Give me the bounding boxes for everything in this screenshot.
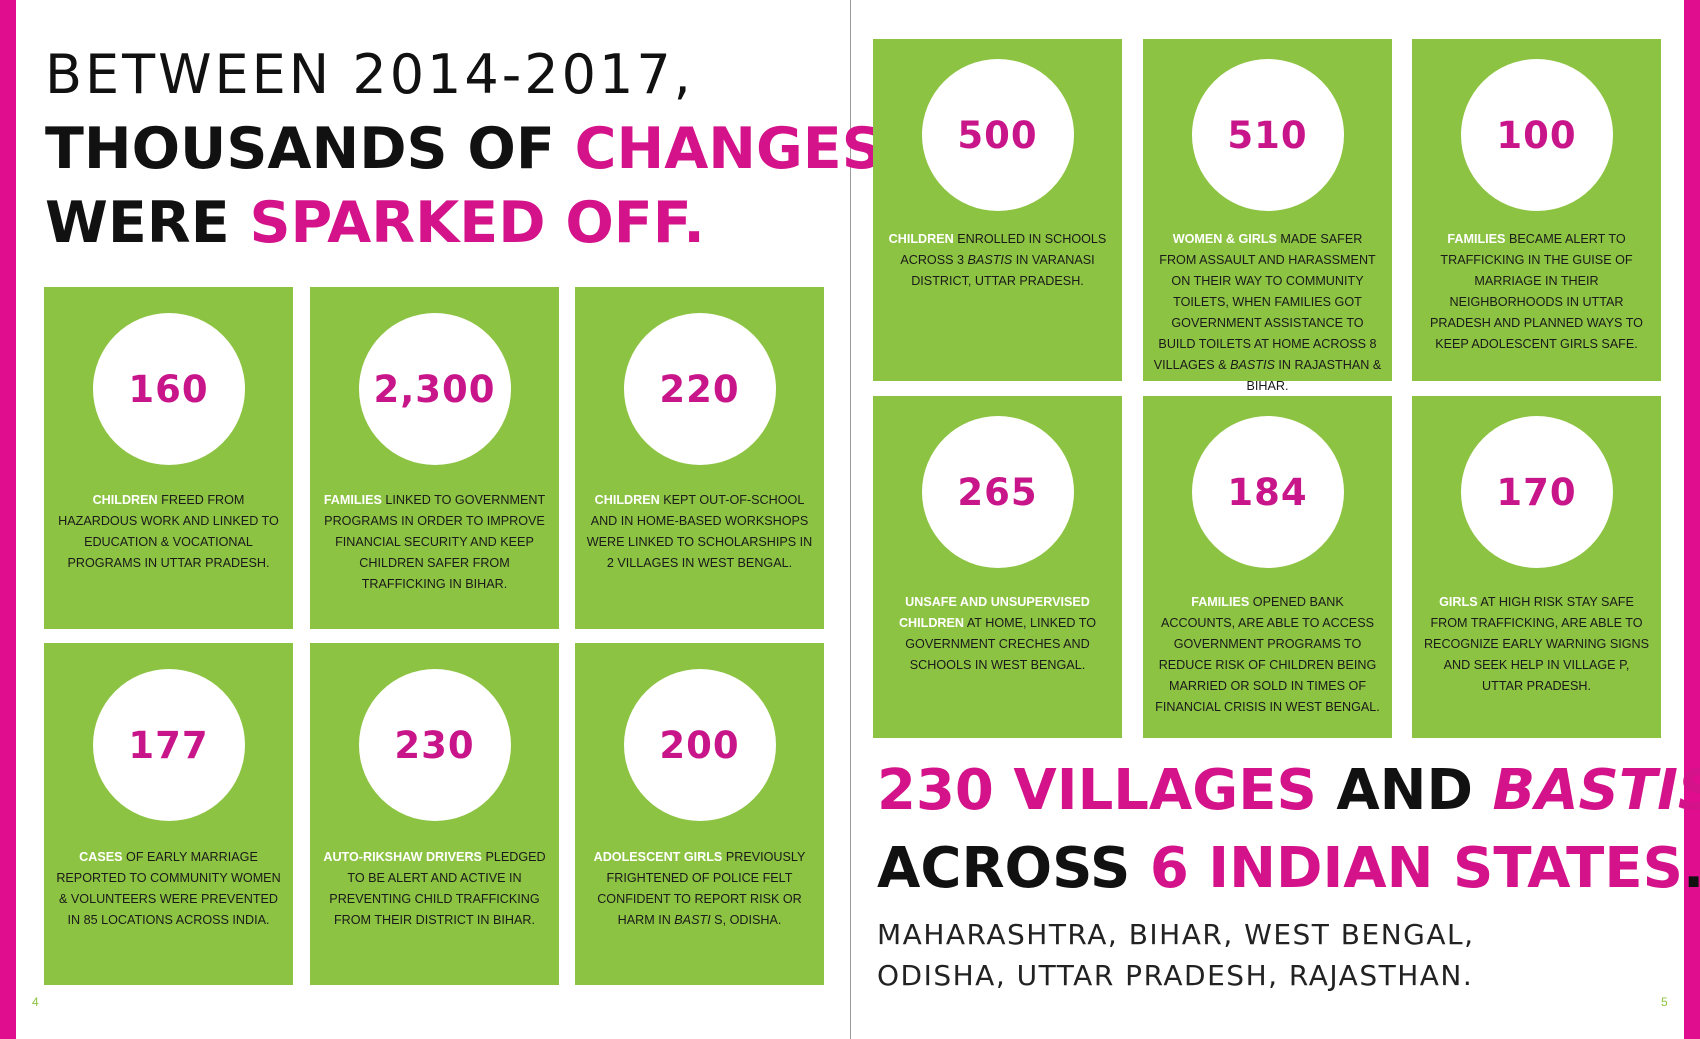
stat-circle: 170 [1460,416,1613,568]
stat-number: 160 [128,367,209,411]
headline-line-2: THOUSANDS OF CHANGES [45,116,883,182]
stat-circle: 220 [623,313,776,465]
page-headline: BETWEEN 2014-2017, THOUSANDS OF CHANGES … [45,38,883,260]
stat-card: 160 CHILDREN FREED FROM HAZARDOUS WORK A… [44,287,293,629]
stat-circle: 265 [921,416,1074,568]
stat-description: WOMEN & GIRLS MADE SAFER FROM ASSAULT AN… [1153,232,1382,393]
villages-heading-line-2: ACROSS 6 INDIAN STATES. [877,836,1700,901]
stat-card: 200 ADOLESCENT GIRLS PREVIOUSLY FRIGHTEN… [575,643,824,985]
stat-circle: 500 [921,59,1074,211]
stat-number: 2,300 [373,367,496,411]
stat-card: 220 CHILDREN KEPT OUT-OF-SCHOOL AND IN H… [575,287,824,629]
stat-number: 177 [128,723,209,767]
headline-line-3: WERE SPARKED OFF. [45,190,705,256]
headline-line-1: BETWEEN 2014-2017, [45,43,694,106]
stat-description: FAMILIES LINKED TO GOVERNMENT PROGRAMS I… [323,493,546,591]
left-edge-bar [0,0,16,1039]
stat-circle: 510 [1191,59,1344,211]
states-line-1: MAHARASHTRA, BIHAR, WEST BENGAL, [877,918,1475,951]
stat-description: CASES OF EARLY MARRIAGE REPORTED TO COMM… [56,850,281,927]
stat-card: 500 CHILDREN ENROLLED IN SCHOOLS ACROSS … [873,39,1122,381]
stat-description: FAMILIES BECAME ALERT TO TRAFFICKING IN … [1430,232,1643,351]
stat-description: ADOLESCENT GIRLS PREVIOUSLY FRIGHTENED O… [593,850,806,927]
stat-card: 100 FAMILIES BECAME ALERT TO TRAFFICKING… [1412,39,1661,381]
stat-circle: 160 [92,313,245,465]
stat-circle: 200 [623,669,776,821]
stat-number: 100 [1496,113,1577,157]
stat-number: 170 [1496,470,1577,514]
stat-card: 265 UNSAFE AND UNSUPERVISED CHILDREN AT … [873,396,1122,738]
states-line-2: ODISHA, UTTAR PRADESH, RAJASTHAN. [877,959,1474,992]
stat-number: 200 [659,723,740,767]
stat-circle: 230 [358,669,511,821]
stat-number: 265 [957,470,1038,514]
page-spine [850,0,851,1039]
stat-circle: 100 [1460,59,1613,211]
stat-number: 510 [1227,113,1308,157]
page-number-left: 4 [32,995,39,1009]
stat-circle: 184 [1191,416,1344,568]
stat-card: 177 CASES OF EARLY MARRIAGE REPORTED TO … [44,643,293,985]
stat-number: 184 [1227,470,1308,514]
states-list: MAHARASHTRA, BIHAR, WEST BENGAL, ODISHA,… [877,914,1475,996]
stat-description: GIRLS AT HIGH RISK STAY SAFE FROM TRAFFI… [1423,595,1650,693]
stat-card: 170 GIRLS AT HIGH RISK STAY SAFE FROM TR… [1412,396,1661,738]
stat-description: FAMILIES OPENED BANK ACCOUNTS, ARE ABLE … [1155,595,1380,714]
stat-card: 2,300 FAMILIES LINKED TO GOVERNMENT PROG… [310,287,559,629]
stat-description: CHILDREN ENROLLED IN SCHOOLS ACROSS 3 BA… [888,232,1107,288]
stat-description: UNSAFE AND UNSUPERVISED CHILDREN AT HOME… [898,595,1097,672]
right-edge-bar [1684,0,1700,1039]
stat-card: 184 FAMILIES OPENED BANK ACCOUNTS, ARE A… [1143,396,1392,738]
stat-number: 500 [957,113,1038,157]
stat-description: AUTO-RIKSHAW DRIVERS PLEDGED TO BE ALERT… [323,850,546,927]
stat-number: 220 [659,367,740,411]
stat-description: CHILDREN KEPT OUT-OF-SCHOOL AND IN HOME-… [586,493,813,570]
villages-heading-line-1: 230 VILLAGES AND BASTIS [877,758,1700,823]
stat-card: 510 WOMEN & GIRLS MADE SAFER FROM ASSAUL… [1143,39,1392,393]
page-number-right: 5 [1661,995,1668,1009]
stat-circle: 2,300 [358,313,511,465]
stat-card: 230 AUTO-RIKSHAW DRIVERS PLEDGED TO BE A… [310,643,559,985]
stat-description: CHILDREN FREED FROM HAZARDOUS WORK AND L… [58,493,279,570]
stat-number: 230 [394,723,475,767]
stat-circle: 177 [92,669,245,821]
villages-heading: 230 VILLAGES AND BASTIS ACROSS 6 INDIAN … [877,752,1700,908]
